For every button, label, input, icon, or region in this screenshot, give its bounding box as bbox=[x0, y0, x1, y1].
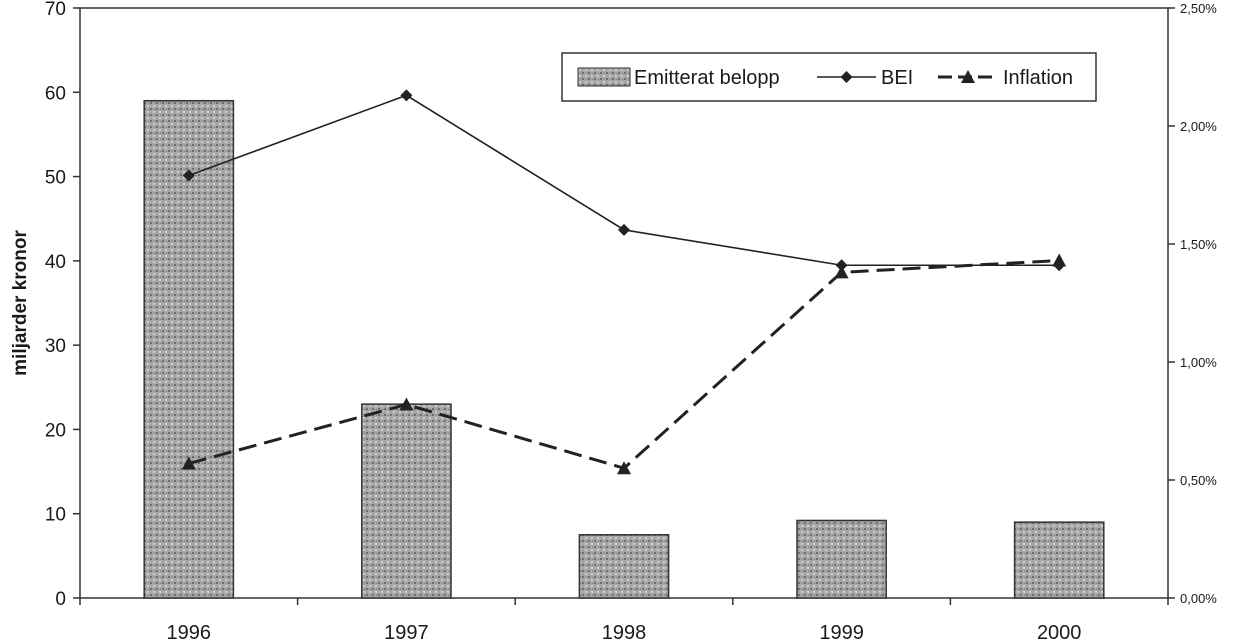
bar-1997 bbox=[361, 403, 452, 599]
bei-point-1996 bbox=[182, 169, 195, 182]
y-tick-label: 60 bbox=[45, 83, 66, 104]
y-tick-label: 0 bbox=[55, 589, 66, 610]
y2-tick-label: 0,00% bbox=[1180, 591, 1217, 606]
y2-tick-label: 2,50% bbox=[1180, 1, 1217, 16]
x-tick-label: 1998 bbox=[602, 622, 647, 643]
inflation-point-1999 bbox=[834, 265, 849, 279]
legend-marker-diamond-icon bbox=[840, 71, 853, 83]
y2-tick-label: 2,00% bbox=[1180, 119, 1217, 134]
y2-tick-label: 1,00% bbox=[1180, 355, 1217, 370]
x-tick-label: 1996 bbox=[167, 622, 212, 643]
bei-point-1997 bbox=[400, 89, 413, 102]
legend-label-emitterat: Emitterat belopp bbox=[634, 67, 780, 89]
legend-swatch-bar bbox=[577, 67, 631, 87]
plot-area bbox=[79, 7, 1169, 599]
y-tick-label: 70 bbox=[45, 0, 66, 20]
y-tick-label: 30 bbox=[45, 336, 66, 357]
x-tick-label: 2000 bbox=[1037, 622, 1082, 643]
x-tick-label: 1997 bbox=[384, 622, 429, 643]
legend-label-inflation: Inflation bbox=[1003, 67, 1073, 89]
y-tick-label: 20 bbox=[45, 420, 66, 441]
inflation-point-2000 bbox=[1052, 253, 1067, 267]
bar-1998 bbox=[578, 534, 670, 599]
y2-tick-label: 1,50% bbox=[1180, 237, 1217, 252]
axes: 0 10 20 30 40 50 60 70 0,00% 0,50% 1,00% 1,50% 2,00%… bbox=[45, 0, 1217, 643]
bar-1999 bbox=[796, 519, 887, 599]
bar-1996 bbox=[143, 99, 235, 599]
inflation-point-1998 bbox=[617, 461, 631, 475]
x-tick-label: 1999 bbox=[819, 622, 864, 643]
inflation-point-1996 bbox=[181, 456, 196, 470]
y-axis-label: miljarder kronor bbox=[10, 230, 31, 376]
y-tick-label: 40 bbox=[45, 252, 66, 273]
inflation-point-1997 bbox=[399, 397, 414, 411]
line-series bbox=[181, 89, 1067, 475]
legend: Emitterat belopp BEI Inflation bbox=[561, 52, 1097, 102]
legend-marker-triangle-icon bbox=[961, 70, 975, 83]
y2-tick-label: 0,50% bbox=[1180, 473, 1217, 488]
bei-point-1999 bbox=[835, 259, 848, 272]
y-tick-label: 50 bbox=[45, 168, 66, 189]
bei-point-1998 bbox=[618, 223, 630, 236]
legend-label-bei: BEI bbox=[881, 67, 913, 89]
bar-2000 bbox=[1013, 521, 1105, 599]
y-tick-label: 10 bbox=[45, 505, 66, 526]
